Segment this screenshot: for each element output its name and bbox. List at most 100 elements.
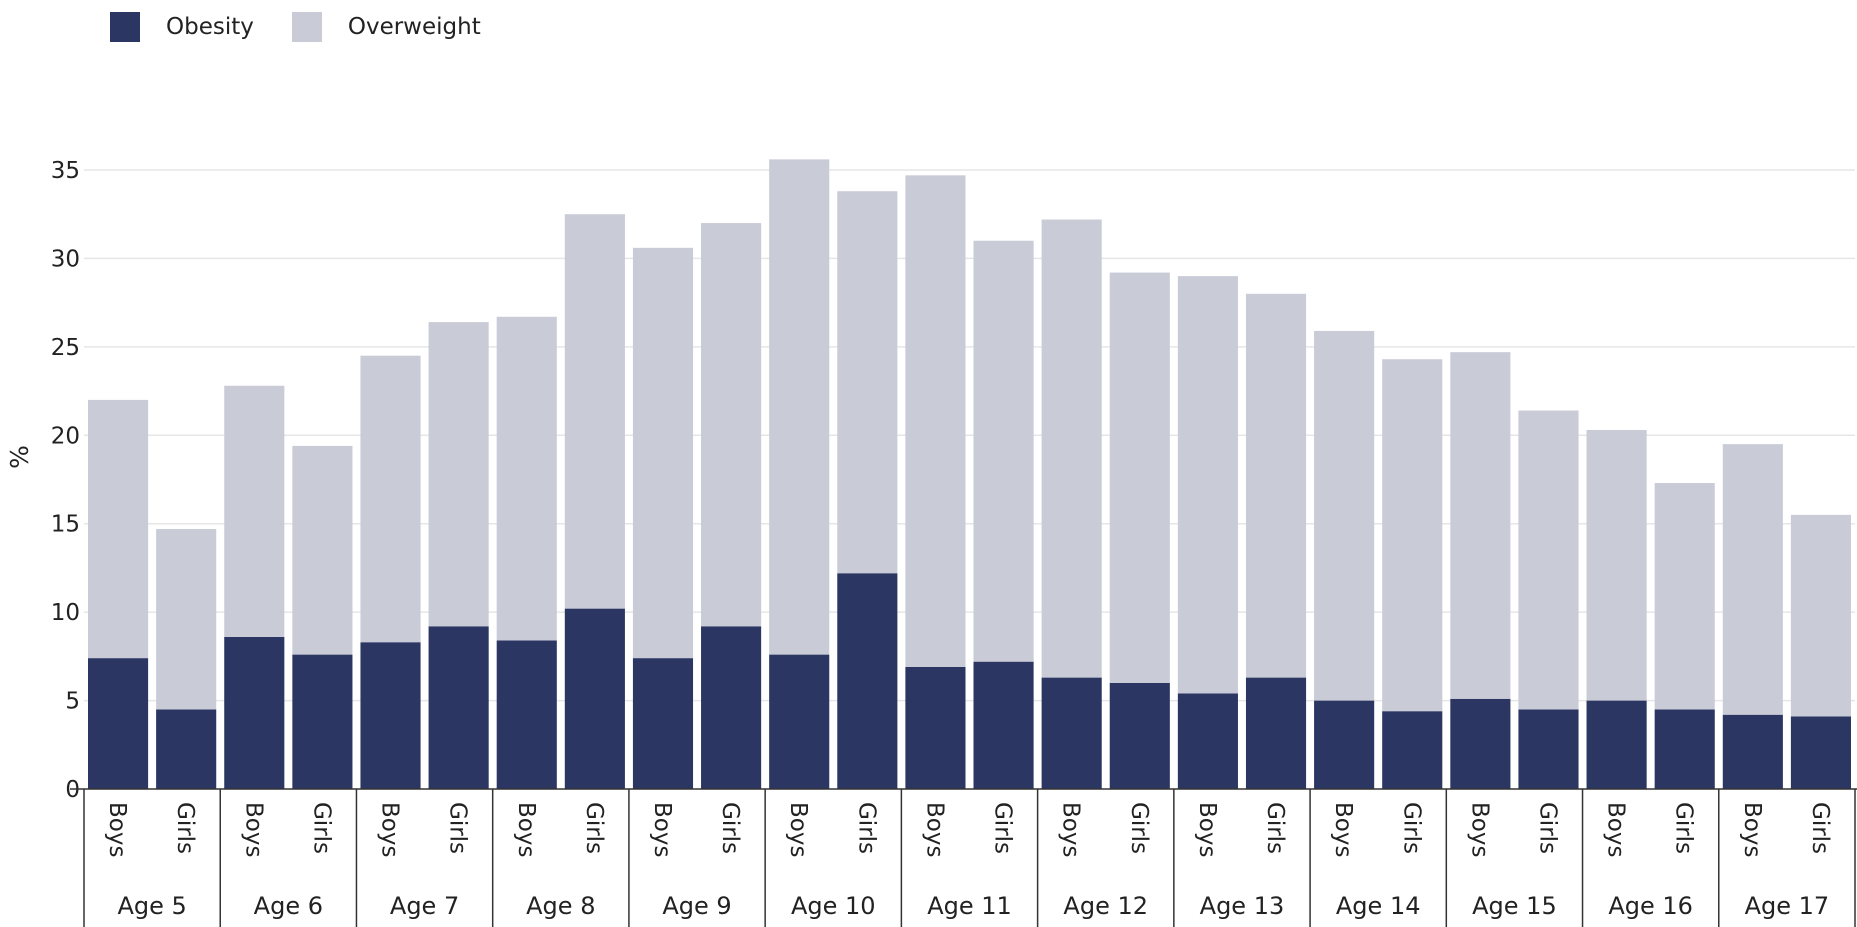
bar-overweight[interactable] bbox=[769, 159, 830, 655]
x-tick-label: Girls bbox=[1534, 802, 1560, 854]
bar-obesity[interactable] bbox=[564, 608, 625, 789]
bar-obesity[interactable] bbox=[1790, 716, 1851, 789]
bar-overweight[interactable] bbox=[632, 247, 694, 659]
x-tick-label: Girls bbox=[1126, 802, 1152, 854]
x-tick-label: Boys bbox=[377, 802, 403, 857]
group-label: Age 15 bbox=[1472, 892, 1557, 920]
bar-overweight[interactable] bbox=[1654, 483, 1715, 710]
legend-item-overweight[interactable]: Overweight bbox=[291, 12, 481, 42]
bar-overweight[interactable] bbox=[224, 385, 285, 637]
bar-overweight[interactable] bbox=[88, 399, 149, 659]
bar-obesity[interactable] bbox=[1177, 693, 1238, 789]
bar-overweight[interactable] bbox=[1177, 276, 1238, 694]
x-tick-label: Girls bbox=[308, 802, 334, 854]
bar-obesity[interactable] bbox=[1518, 709, 1579, 789]
bar-obesity[interactable] bbox=[1314, 700, 1375, 789]
bars bbox=[88, 159, 1851, 789]
bar-obesity[interactable] bbox=[224, 636, 285, 789]
bar-overweight[interactable] bbox=[1109, 272, 1170, 683]
bar-obesity[interactable] bbox=[701, 626, 762, 789]
bar-obesity[interactable] bbox=[1041, 677, 1102, 789]
bar-overweight[interactable] bbox=[1382, 359, 1443, 712]
legend-label-obesity: Obesity bbox=[166, 14, 254, 40]
bar-overweight[interactable] bbox=[428, 322, 489, 627]
bar-overweight[interactable] bbox=[1586, 429, 1647, 701]
x-tick-label: Boys bbox=[513, 802, 539, 857]
bar-overweight[interactable] bbox=[292, 445, 353, 655]
x-tick-label: Boys bbox=[1603, 802, 1629, 857]
legend-swatch-overweight bbox=[291, 12, 322, 42]
bar-obesity[interactable] bbox=[88, 658, 149, 789]
bar-obesity[interactable] bbox=[837, 573, 898, 789]
group-label: Age 14 bbox=[1336, 892, 1421, 920]
bar-obesity[interactable] bbox=[769, 654, 830, 789]
bar-obesity[interactable] bbox=[1109, 682, 1170, 789]
bar-overweight[interactable] bbox=[496, 316, 557, 641]
x-tick-label: Girls bbox=[1807, 802, 1833, 854]
x-tick-label: Girls bbox=[581, 802, 607, 854]
bar-obesity[interactable] bbox=[428, 626, 489, 789]
bar-obesity[interactable] bbox=[1450, 698, 1511, 789]
bar-overweight[interactable] bbox=[1722, 444, 1783, 715]
x-tick-label: Girls bbox=[717, 802, 743, 854]
group-label: Age 9 bbox=[662, 892, 731, 920]
x-tick-label: Girls bbox=[1262, 802, 1288, 854]
x-tick-label: Boys bbox=[240, 802, 266, 857]
bar-obesity[interactable] bbox=[1586, 700, 1647, 789]
bar-obesity[interactable] bbox=[973, 661, 1034, 789]
group-label: Age 13 bbox=[1200, 892, 1285, 920]
bar-obesity[interactable] bbox=[156, 709, 217, 789]
bar-obesity[interactable] bbox=[1245, 677, 1307, 789]
group-label: Age 17 bbox=[1745, 892, 1830, 920]
group-label: Age 12 bbox=[1063, 892, 1148, 920]
bar-overweight[interactable] bbox=[1041, 219, 1102, 678]
bar-overweight[interactable] bbox=[973, 240, 1034, 662]
x-tick-label: Boys bbox=[1194, 802, 1220, 857]
x-tick-label: Girls bbox=[853, 802, 879, 854]
x-tick-label: Boys bbox=[649, 802, 675, 857]
x-tick-label: Girls bbox=[1671, 802, 1697, 854]
legend-item-obesity[interactable]: Obesity bbox=[110, 12, 254, 42]
bar-obesity[interactable] bbox=[632, 658, 694, 789]
bar-overweight[interactable] bbox=[1518, 410, 1579, 710]
bar-overweight[interactable] bbox=[837, 191, 898, 574]
bar-obesity[interactable] bbox=[1722, 714, 1783, 789]
bar-obesity[interactable] bbox=[292, 654, 353, 789]
group-label: Age 6 bbox=[254, 892, 323, 920]
x-tick-label: Boys bbox=[921, 802, 947, 857]
bar-overweight[interactable] bbox=[156, 529, 217, 710]
bar-obesity[interactable] bbox=[496, 640, 557, 789]
x-tick-label: Boys bbox=[1739, 802, 1765, 857]
bar-overweight[interactable] bbox=[1790, 514, 1851, 717]
group-label: Age 7 bbox=[390, 892, 459, 920]
y-tick-label: 15 bbox=[51, 512, 80, 538]
x-tick-label: Boys bbox=[1058, 802, 1084, 857]
y-tick-label: 0 bbox=[65, 777, 80, 803]
bar-obesity[interactable] bbox=[905, 666, 966, 789]
group-label: Age 8 bbox=[526, 892, 595, 920]
group-label: Age 10 bbox=[791, 892, 876, 920]
x-axis: Age 5 Age 6 Age 7 Age 8 Age 9 Age 10 Age 11 Age… bbox=[70, 788, 1857, 927]
x-tick-label: Boys bbox=[104, 802, 130, 857]
bar-obesity[interactable] bbox=[360, 642, 421, 789]
bar-overweight[interactable] bbox=[701, 223, 762, 627]
bar-overweight[interactable] bbox=[564, 214, 625, 609]
y-axis: 0 5 10 15 20 25 30 35 bbox=[51, 158, 80, 803]
x-tick-label: Boys bbox=[1330, 802, 1356, 857]
bar-overweight[interactable] bbox=[1314, 330, 1375, 701]
x-tick-label: Boys bbox=[785, 802, 811, 857]
bar-overweight[interactable] bbox=[1245, 293, 1307, 678]
bar-obesity[interactable] bbox=[1382, 711, 1443, 789]
x-tick-label: Boys bbox=[1466, 802, 1492, 857]
bar-overweight[interactable] bbox=[360, 355, 421, 643]
y-tick-label: 5 bbox=[65, 689, 80, 715]
bar-overweight[interactable] bbox=[1450, 352, 1511, 699]
y-tick-label: 25 bbox=[51, 335, 80, 361]
x-tick-label: Girls bbox=[990, 802, 1016, 854]
bar-overweight[interactable] bbox=[905, 175, 966, 667]
bar-obesity[interactable] bbox=[1654, 709, 1715, 789]
group-label: Age 16 bbox=[1608, 892, 1693, 920]
group-label: Age 5 bbox=[117, 892, 186, 920]
y-tick-label: 35 bbox=[51, 158, 80, 184]
